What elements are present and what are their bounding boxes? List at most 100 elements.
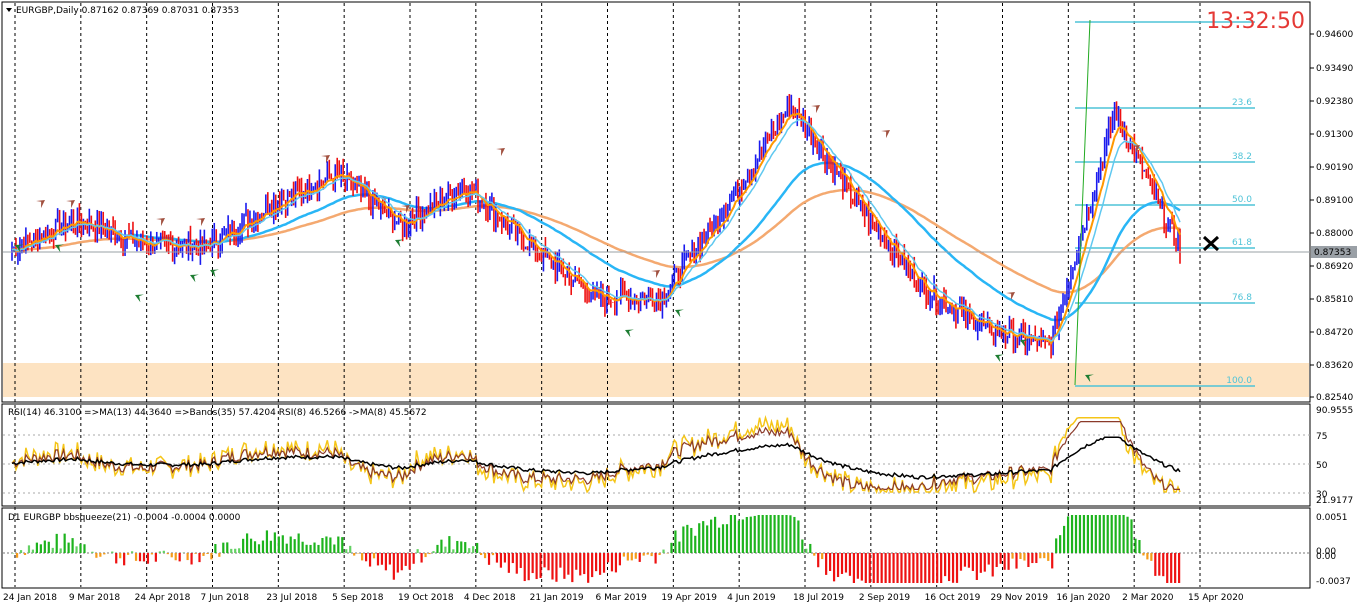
squeeze-bar: [758, 515, 760, 553]
squeeze-bar: [119, 553, 121, 558]
squeeze-bar: [175, 553, 177, 560]
squeeze-bar: [1023, 553, 1025, 561]
squeeze-bar: [690, 528, 692, 553]
squeeze-bar: [1043, 553, 1045, 558]
squeeze-bar: [317, 545, 319, 553]
squeeze-bar: [230, 549, 232, 553]
squeeze-bar: [865, 553, 867, 583]
date-tick-label: 21 Jan 2019: [530, 593, 584, 603]
squeeze-bar: [365, 553, 367, 561]
date-tick-label: 19 Oct 2018: [398, 593, 454, 603]
squeeze-bar: [143, 553, 145, 561]
squeeze-bar: [1047, 553, 1049, 561]
price-tick-label: 0.94600: [1316, 30, 1353, 40]
squeeze-bar: [532, 553, 534, 573]
squeeze-tick-label: 0.00: [1316, 552, 1336, 562]
squeeze-bar: [218, 553, 220, 557]
rsi-tick-label: 50: [1316, 461, 1328, 471]
date-tick-label: 4 Dec 2018: [464, 593, 516, 603]
squeeze-bar: [480, 553, 482, 555]
squeeze-bar: [1158, 553, 1160, 576]
squeeze-tick-label: 0.0051: [1316, 513, 1348, 523]
squeeze-bar: [274, 532, 276, 553]
squeeze-bar: [155, 553, 157, 562]
squeeze-bar: [924, 553, 926, 583]
squeeze-bar: [686, 525, 688, 553]
squeeze-bar: [706, 525, 708, 553]
current-price-tag: 0.87353: [1311, 246, 1357, 258]
squeeze-bar: [1178, 553, 1180, 583]
squeeze-bar: [607, 553, 609, 562]
squeeze-bar: [258, 544, 260, 553]
squeeze-bar: [290, 537, 292, 553]
squeeze-bar: [1166, 553, 1168, 583]
squeeze-bar: [28, 545, 30, 553]
squeeze-bar: [964, 553, 966, 567]
squeeze-bar: [270, 541, 272, 553]
squeeze-bar: [440, 540, 442, 553]
squeeze-bar: [643, 553, 645, 556]
squeeze-bar: [325, 536, 327, 553]
squeeze-bar: [960, 553, 962, 571]
squeeze-bar: [524, 553, 526, 581]
squeeze-bar: [1126, 517, 1128, 553]
squeeze-bar: [710, 520, 712, 553]
squeeze-bar: [976, 553, 978, 580]
squeeze-bar: [103, 553, 105, 554]
squeeze-bar: [167, 553, 169, 554]
squeeze-bar: [1146, 553, 1148, 559]
squeeze-bar: [916, 553, 918, 583]
squeeze-bar: [1035, 553, 1037, 563]
squeeze-bar: [631, 553, 633, 560]
main-panel: [2, 2, 1310, 402]
squeeze-bar: [187, 553, 189, 560]
fib-level-label: 50.0: [1232, 195, 1252, 205]
squeeze-bar: [198, 553, 200, 562]
squeeze-bar: [492, 553, 494, 555]
squeeze-bar: [944, 553, 946, 576]
squeeze-bar: [194, 553, 196, 554]
squeeze-bar: [1007, 553, 1009, 570]
squeeze-bar: [496, 553, 498, 563]
squeeze-bar: [131, 551, 133, 553]
squeeze-bar: [984, 553, 986, 572]
squeeze-bar: [329, 537, 331, 553]
squeeze-bar: [151, 553, 153, 554]
squeeze-bar: [242, 539, 244, 553]
squeeze-bar: [512, 553, 514, 563]
squeeze-bar: [773, 515, 775, 553]
squeeze-bar: [32, 550, 34, 553]
squeeze-bar: [516, 553, 518, 574]
price-tick-label: 0.90190: [1316, 163, 1353, 173]
squeeze-bar: [627, 553, 629, 561]
date-tick-label: 2 Mar 2020: [1122, 593, 1174, 603]
date-tick-label: 4 Jun 2019: [727, 593, 776, 603]
squeeze-bar: [1031, 553, 1033, 563]
squeeze-bar: [888, 553, 890, 583]
price-tick-label: 0.88000: [1316, 229, 1353, 239]
squeeze-bar: [68, 543, 70, 553]
fib-level-label: 38.2: [1232, 152, 1252, 162]
squeeze-bar: [309, 545, 311, 553]
squeeze-bar: [302, 542, 304, 553]
squeeze-bar: [190, 553, 192, 564]
squeeze-bar: [900, 553, 902, 583]
squeeze-bar: [678, 542, 680, 553]
squeeze-bar: [968, 553, 970, 568]
fib-level-label: 23.6: [1232, 98, 1252, 108]
squeeze-bar: [591, 553, 593, 577]
squeeze-bar: [139, 553, 141, 561]
squeeze-bar: [980, 553, 982, 573]
squeeze-bar: [988, 553, 990, 565]
squeeze-bar: [1067, 516, 1069, 553]
squeeze-bar: [421, 553, 423, 563]
squeeze-bar: [853, 553, 855, 583]
squeeze-bar: [163, 551, 165, 553]
squeeze-bar: [210, 553, 212, 559]
squeeze-bar: [1103, 515, 1105, 553]
squeeze-bar: [432, 551, 434, 553]
squeeze-bar: [754, 516, 756, 553]
squeeze-bar: [1119, 515, 1121, 553]
squeeze-header-text: D1 EURGBP bbsqueeze(21) -0.0004 -0.0004 …: [8, 513, 241, 523]
squeeze-bar: [1122, 515, 1124, 553]
